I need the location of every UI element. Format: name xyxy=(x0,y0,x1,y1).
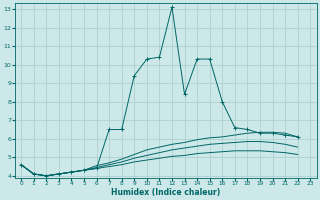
X-axis label: Humidex (Indice chaleur): Humidex (Indice chaleur) xyxy=(111,188,220,197)
